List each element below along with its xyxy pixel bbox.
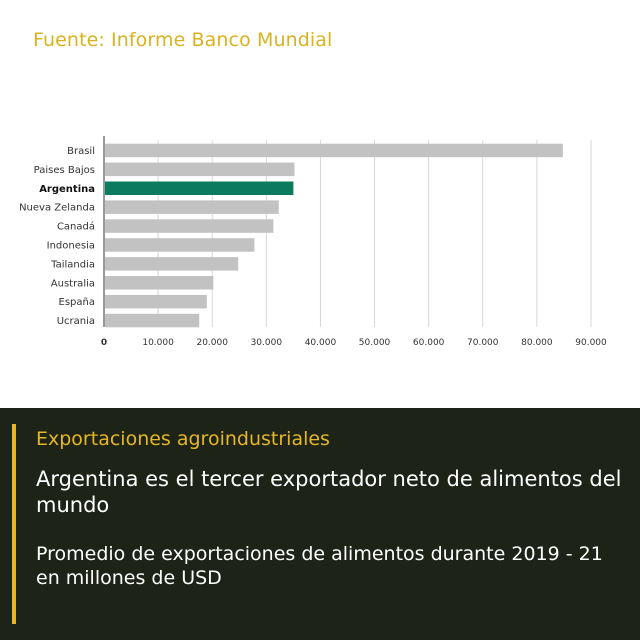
bar-australia <box>105 276 214 290</box>
x-tick-label: 40.000 <box>305 338 337 348</box>
x-tick-label: 50.000 <box>359 338 391 348</box>
x-tick-label: 80.000 <box>521 338 553 348</box>
category-label: España <box>59 297 95 308</box>
accent-bar <box>12 424 16 624</box>
category-label: Canadá <box>57 221 95 233</box>
category-label: Tailandia <box>50 259 95 270</box>
source-caption: Fuente: Informe Banco Mundial <box>33 29 333 51</box>
bar-nueva-zelanda <box>105 200 279 214</box>
x-tick-label: 70.000 <box>467 338 499 348</box>
x-axis-ticks: 0 10.000 20.000 30.000 40.000 50.000 60.000 70.… <box>101 338 607 348</box>
category-label: Argentina <box>39 184 95 195</box>
category-label: Indonesia <box>47 240 95 251</box>
bar-tailandia <box>105 257 239 271</box>
category-label: Paises Bajos <box>34 165 95 176</box>
bar-indonesia <box>105 238 255 252</box>
bar-canadá <box>105 219 274 233</box>
x-tick-label: 60.000 <box>413 338 445 348</box>
bars <box>105 143 563 328</box>
bar-ucrania <box>105 313 200 328</box>
panel-headline: Argentina es el tercer exportador neto d… <box>36 467 622 517</box>
panel-subtitle: Promedio de exportaciones de alimentos d… <box>36 543 603 589</box>
bar-brasil <box>105 143 563 158</box>
x-tick-label: 10.000 <box>142 338 174 348</box>
bar-españa <box>105 294 207 309</box>
category-label: Nueva Zelanda <box>19 203 95 214</box>
category-label: Brasil <box>67 146 95 157</box>
panel-kicker: Exportaciones agroindustriales <box>36 428 330 450</box>
info-panel <box>0 408 640 640</box>
category-label: Ucrania <box>57 316 95 327</box>
category-labels: Brasil Paises Bajos Argentina Nueva Zelanda… <box>19 146 95 327</box>
category-label: Australia <box>51 278 95 289</box>
x-tick-label: 20.000 <box>196 338 228 348</box>
bar-chart: Brasil Paises Bajos Argentina Nueva Zelanda… <box>19 136 607 348</box>
bar-argentina <box>105 181 294 195</box>
x-tick-label: 30.000 <box>251 338 283 348</box>
bar-paises-bajos <box>105 162 295 177</box>
x-tick-label: 0 <box>101 338 107 348</box>
x-tick-label: 90.000 <box>575 338 607 348</box>
grid-lines <box>157 140 592 327</box>
